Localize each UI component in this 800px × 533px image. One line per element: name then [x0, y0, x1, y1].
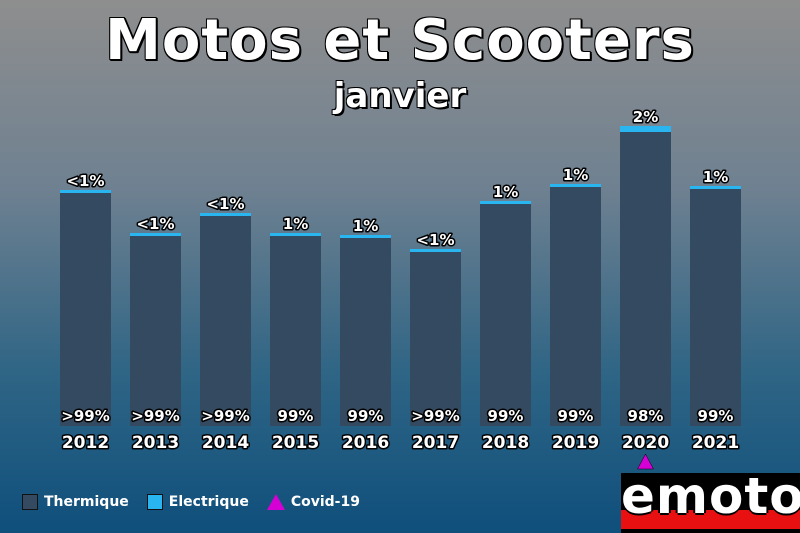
x-tick-label: 2013	[132, 433, 179, 453]
bar-thermique	[340, 238, 391, 426]
covid-marker	[637, 453, 654, 470]
bar-electrique	[620, 126, 671, 132]
legend-swatch-electrique	[146, 494, 163, 510]
covid-triangle-icon	[266, 494, 285, 510]
legend-swatch-thermique	[22, 494, 38, 510]
data-label-electrique: <1%	[66, 172, 104, 190]
emoto-logo: emoto	[621, 467, 800, 533]
bar-electrique	[270, 233, 321, 236]
bar-thermique	[130, 236, 181, 426]
data-label-thermique: 99%	[488, 407, 524, 425]
bar-thermique	[60, 193, 111, 426]
data-label-electrique: 2%	[633, 108, 658, 126]
data-label-electrique: 1%	[703, 168, 728, 186]
bar-thermique	[200, 216, 251, 426]
data-label-thermique: >99%	[411, 407, 459, 425]
data-label-electrique: <1%	[416, 231, 454, 249]
data-label-electrique: 1%	[283, 215, 308, 233]
legend-label-electrique: Electrique	[168, 494, 249, 510]
x-tick-label: 2021	[692, 433, 739, 453]
bar-thermique	[270, 236, 321, 426]
data-label-electrique: 1%	[493, 183, 518, 201]
bar-thermique	[410, 252, 461, 426]
data-label-electrique: <1%	[136, 215, 174, 233]
chart-subtitle: janvier	[333, 76, 467, 116]
data-label-thermique: 98%	[628, 407, 664, 425]
data-label-thermique: >99%	[131, 407, 179, 425]
bar-electrique	[480, 201, 531, 204]
bar-electrique	[130, 233, 181, 236]
data-label-thermique: 99%	[558, 407, 594, 425]
bar-thermique	[690, 189, 741, 426]
bar-thermique	[550, 187, 601, 426]
legend-label-thermique: Thermique	[44, 494, 129, 510]
legend-item-covid: Covid-19	[266, 494, 360, 510]
x-tick-label: 2016	[342, 433, 389, 453]
legend-item-electrique: Electrique	[146, 494, 249, 510]
data-label-thermique: 99%	[348, 407, 384, 425]
x-tick-label: 2017	[412, 433, 459, 453]
bar-thermique	[480, 204, 531, 426]
data-label-thermique: 99%	[278, 407, 314, 425]
data-label-electrique: 1%	[353, 217, 378, 235]
bar-electrique	[690, 186, 741, 189]
data-label-thermique: >99%	[201, 407, 249, 425]
x-tick-label: 2018	[482, 433, 529, 453]
bar-electrique	[410, 249, 461, 252]
data-label-thermique: >99%	[61, 407, 109, 425]
x-tick-label: 2012	[62, 433, 109, 453]
x-tick-label: 2014	[202, 433, 249, 453]
x-tick-label: 2019	[552, 433, 599, 453]
data-label-electrique: <1%	[206, 195, 244, 213]
bar-electrique	[340, 235, 391, 238]
data-label-electrique: 1%	[563, 166, 588, 184]
legend-item-thermique: Thermique	[22, 494, 129, 510]
bar-electrique	[60, 190, 111, 193]
data-label-thermique: 99%	[698, 407, 734, 425]
logo-text: emoto	[621, 467, 800, 525]
chart-title: Motos et Scooters	[105, 8, 695, 73]
x-tick-label: 2015	[272, 433, 319, 453]
x-tick-label: 2020	[622, 433, 669, 453]
legend-label-covid: Covid-19	[290, 494, 360, 510]
bar-electrique	[200, 213, 251, 216]
logo-red-band	[621, 510, 800, 529]
bar-thermique	[620, 132, 671, 426]
bar-electrique	[550, 184, 601, 187]
legend: Thermique Electrique Covid-19	[22, 494, 378, 510]
